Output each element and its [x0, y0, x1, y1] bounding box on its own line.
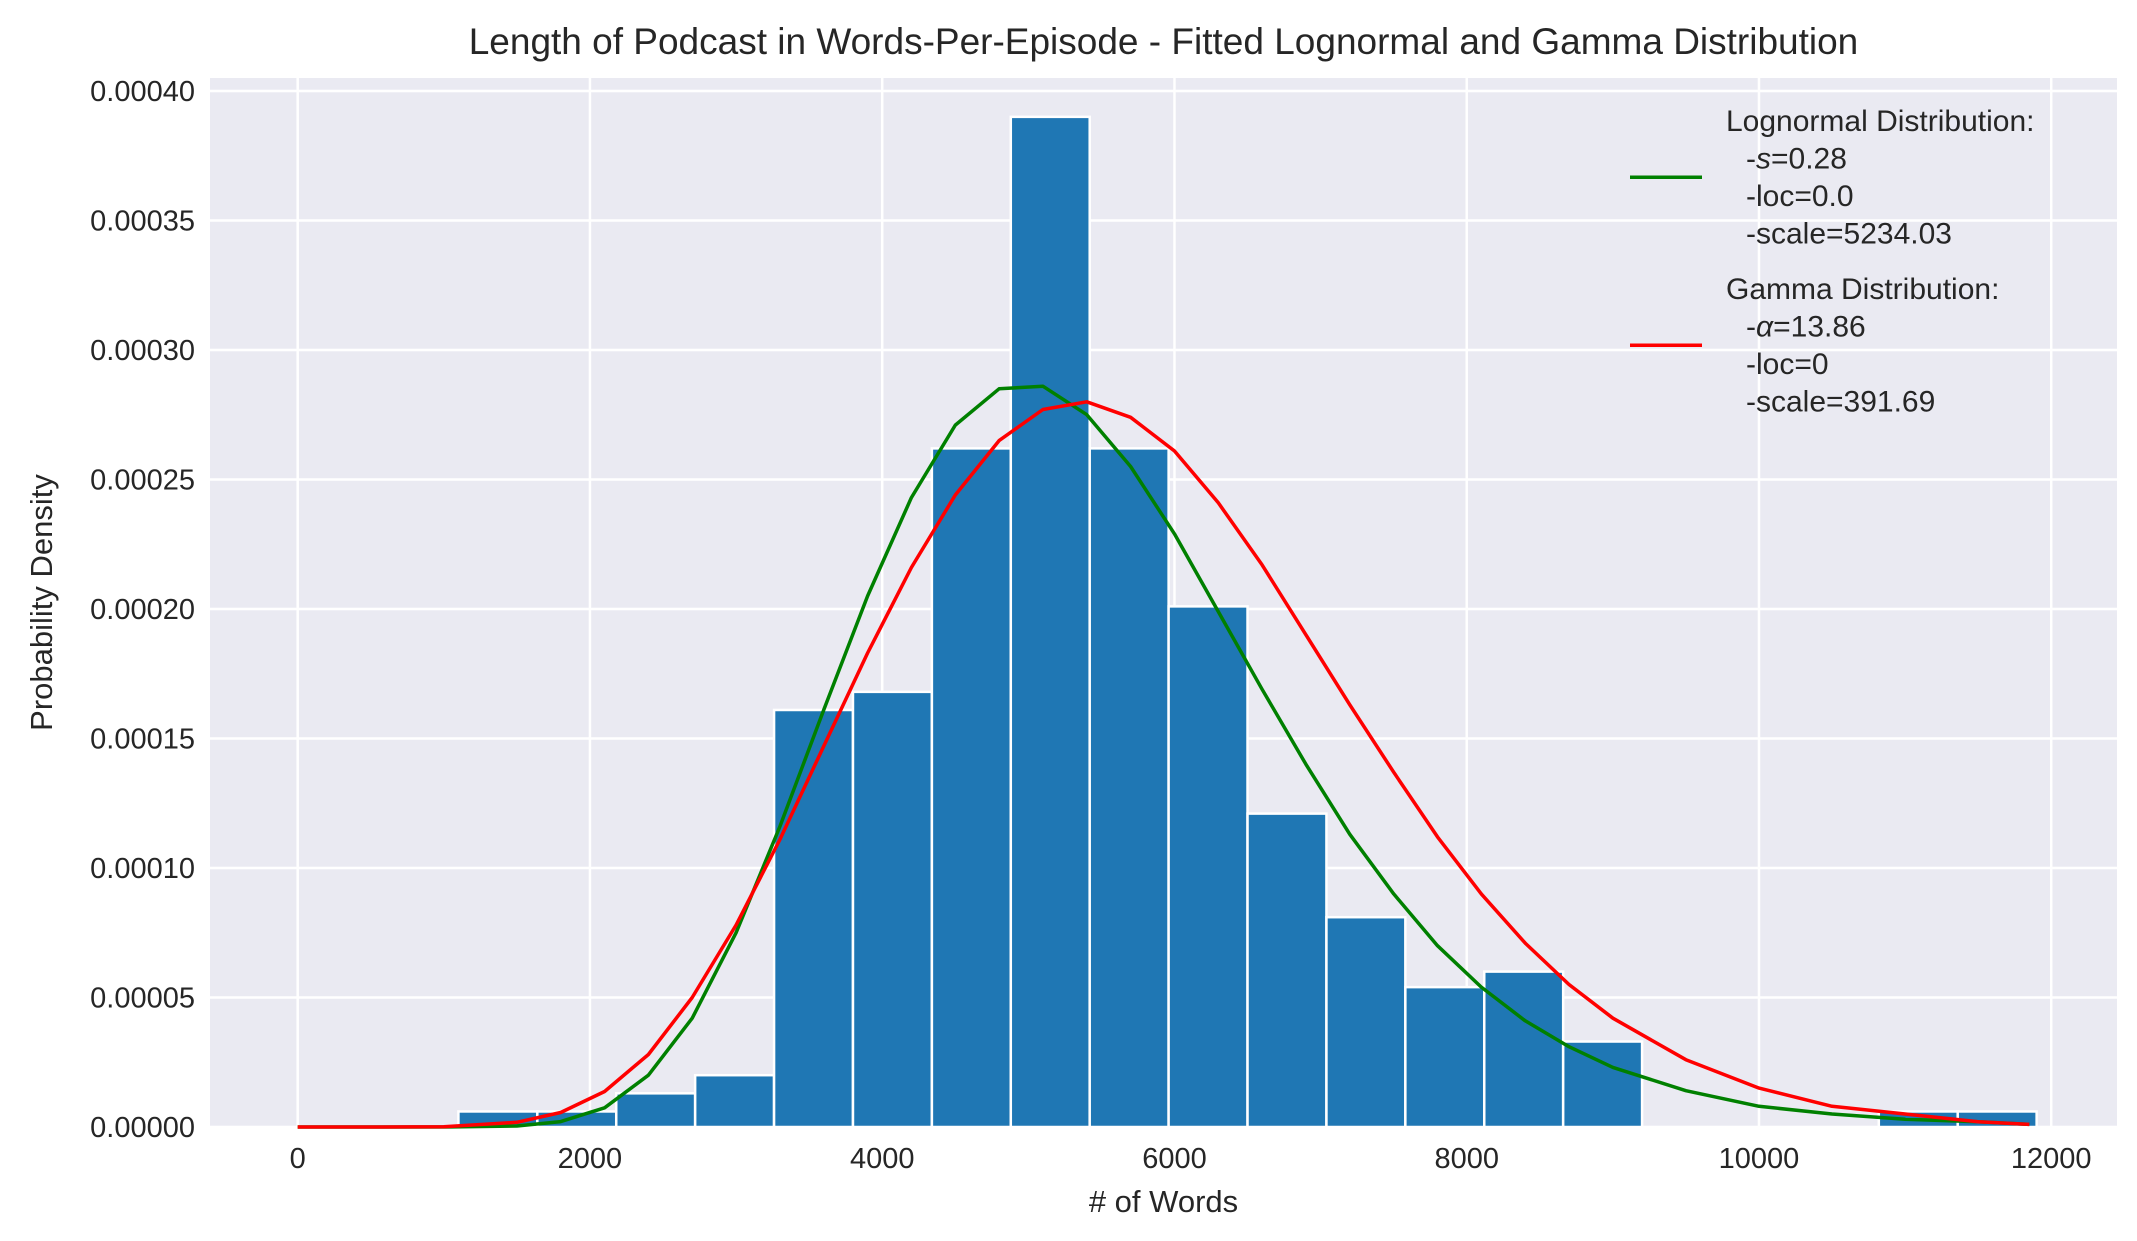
legend-param: -loc=0.0 [1746, 180, 1854, 213]
lognormal-curve [297, 384, 2030, 1129]
histogram-bar [1325, 915, 1407, 1129]
legend-param-symbol: α [1756, 311, 1774, 344]
histogram-bar [1167, 605, 1249, 1129]
legend-param-value: =0.28 [1771, 143, 1847, 176]
chart-title: Length of Podcast in Words-Per-Episode -… [469, 21, 1859, 62]
histogram-bar [772, 708, 855, 1129]
histogram-bar [1088, 447, 1170, 1129]
y-tick-label: 0.00010 [90, 853, 195, 885]
x-tick-label: 10000 [1719, 1143, 1800, 1175]
x-tick-label: 6000 [1142, 1143, 1207, 1175]
y-tick-label: 0.00030 [90, 335, 195, 367]
x-tick-label: 8000 [1434, 1143, 1499, 1175]
fitted-curves [297, 384, 2030, 1129]
y-tick-label: 0.00015 [90, 723, 195, 755]
y-axis-title: Probability Density [24, 474, 59, 731]
legend-param-symbol: s [1756, 143, 1771, 176]
y-tick-label: 0.00005 [90, 982, 195, 1014]
legend-label: Gamma Distribution: [1726, 273, 1999, 306]
y-tick-label: 0.00035 [90, 205, 195, 237]
histogram-bar [1009, 115, 1091, 1129]
legend-param-value: =13.86 [1773, 311, 1866, 344]
histogram-bar [614, 1092, 697, 1129]
legend-param: -α=13.86 [1746, 311, 1866, 344]
histogram-bar [1404, 985, 1486, 1129]
x-tick-label: 12000 [2011, 1143, 2092, 1175]
gamma-curve [297, 400, 2030, 1129]
legend-label: Lognormal Distribution: [1726, 105, 2034, 138]
legend-param-prefix: - [1746, 311, 1756, 344]
legend-param: -scale=5234.03 [1746, 218, 1952, 251]
histogram-bars [457, 115, 2038, 1129]
y-tick-label: 0.00020 [90, 594, 195, 626]
legend-param: -s=0.28 [1746, 143, 1847, 176]
histogram-bar [930, 447, 1013, 1129]
legend-param: -loc=0 [1746, 348, 1829, 381]
legend-param: -scale=391.69 [1746, 386, 1935, 419]
histogram-bar [851, 690, 934, 1129]
histogram-bar [1246, 812, 1328, 1129]
x-axis-ticks: 0 2000 4000 6000 8000 10000 12000 [290, 1143, 2092, 1175]
x-tick-label: 0 [290, 1143, 306, 1175]
x-tick-label: 4000 [850, 1143, 915, 1175]
y-tick-label: 0.00025 [90, 464, 195, 496]
histogram-bar [1561, 1040, 1644, 1129]
histogram-bar [1483, 970, 1565, 1129]
legend-param-prefix: - [1746, 143, 1756, 176]
y-axis-ticks: 0.00000 0.00005 0.00010 0.00015 0.00020 0.000… [90, 76, 195, 1144]
y-tick-label: 0.00000 [90, 1112, 195, 1144]
x-axis-title: # of Words [1089, 1184, 1238, 1219]
y-tick-label: 0.00040 [90, 76, 195, 108]
x-tick-label: 2000 [558, 1143, 623, 1175]
histogram-bar [693, 1073, 776, 1129]
legend: Lognormal Distribution:-s=0.28-loc=0.0-s… [1630, 105, 2034, 419]
